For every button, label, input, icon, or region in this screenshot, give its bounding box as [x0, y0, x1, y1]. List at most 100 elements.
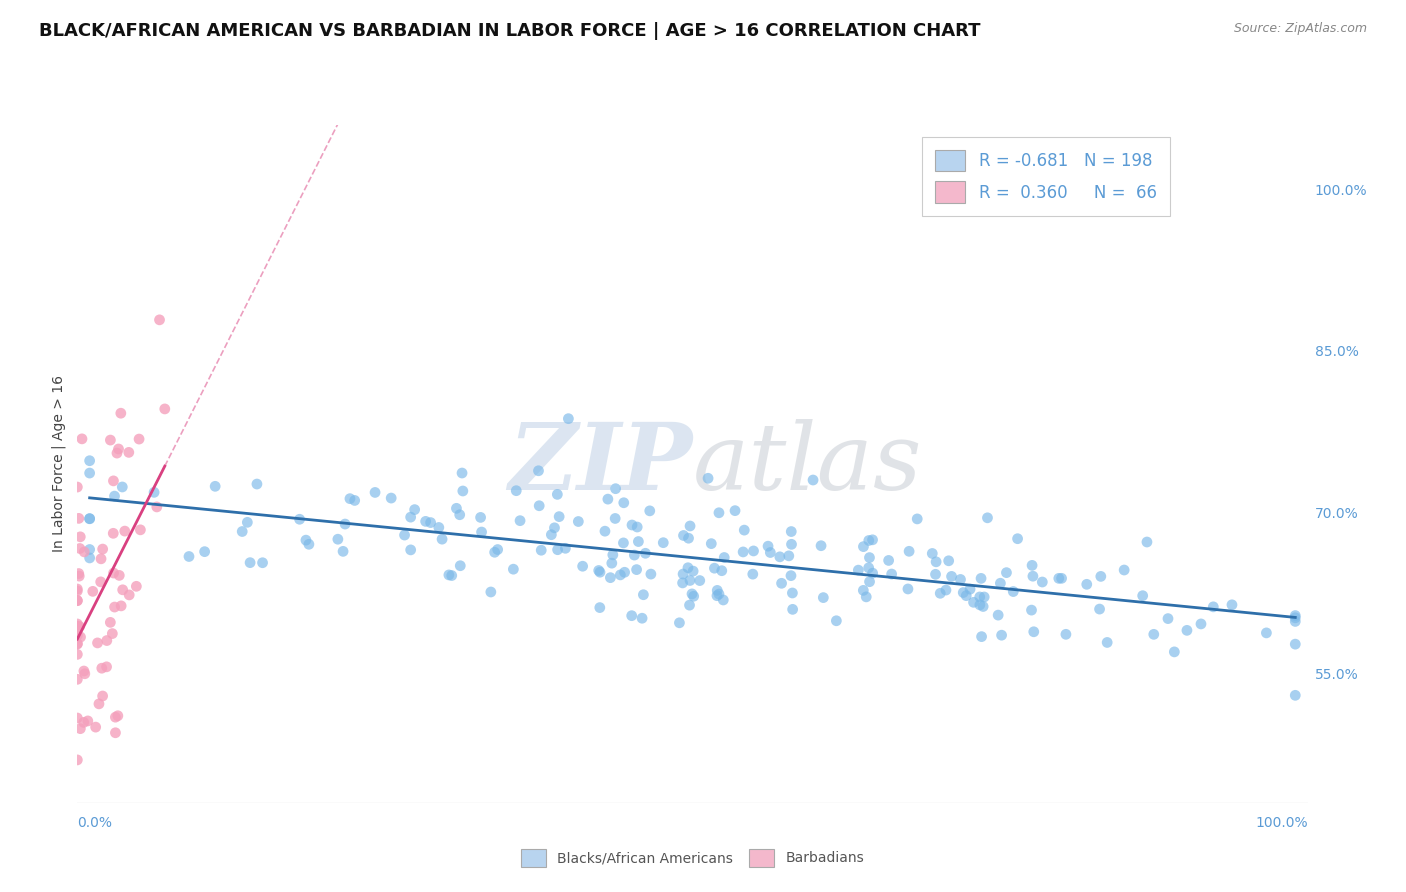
Point	[742, 544, 765, 558]
Point	[609, 567, 631, 582]
Point	[288, 512, 311, 526]
Point	[103, 474, 125, 488]
Point	[1132, 589, 1154, 603]
Point	[626, 563, 648, 577]
Point	[104, 710, 127, 724]
Point	[1284, 611, 1306, 625]
Point	[652, 535, 675, 549]
Point	[529, 499, 551, 513]
Point	[780, 524, 803, 539]
Point	[90, 551, 112, 566]
Text: 0.0%: 0.0%	[77, 816, 112, 830]
Point	[970, 571, 993, 585]
Point	[66, 584, 89, 599]
Point	[682, 564, 704, 578]
Point	[724, 503, 747, 517]
Point	[326, 533, 349, 547]
Point	[1076, 577, 1098, 591]
Point	[780, 568, 803, 582]
Point	[672, 528, 695, 542]
Point	[1163, 645, 1185, 659]
Point	[111, 480, 134, 494]
Point	[66, 617, 89, 632]
Point	[602, 548, 624, 562]
Point	[995, 566, 1018, 580]
Point	[905, 512, 928, 526]
Point	[1021, 603, 1043, 617]
Point	[626, 520, 648, 534]
Point	[1054, 627, 1077, 641]
Point	[938, 554, 960, 568]
Point	[599, 571, 621, 585]
Point	[446, 501, 468, 516]
Point	[679, 519, 702, 533]
Point	[1220, 598, 1243, 612]
Point	[110, 599, 132, 613]
Point	[972, 599, 994, 614]
Point	[66, 637, 89, 651]
Point	[621, 518, 644, 533]
Point	[73, 666, 96, 681]
Point	[782, 586, 804, 600]
Point	[1088, 602, 1111, 616]
Point	[605, 482, 627, 496]
Point	[540, 527, 562, 541]
Point	[846, 563, 869, 577]
Point	[596, 492, 619, 507]
Point	[672, 567, 695, 582]
Y-axis label: In Labor Force | Age > 16: In Labor Force | Age > 16	[52, 376, 66, 552]
Point	[678, 598, 700, 612]
Point	[69, 722, 91, 736]
Point	[451, 466, 474, 480]
Point	[898, 544, 921, 558]
Point	[589, 600, 612, 615]
Point	[339, 491, 361, 506]
Point	[801, 473, 824, 487]
Point	[759, 545, 782, 559]
Point	[103, 566, 125, 580]
Point	[394, 528, 416, 542]
Point	[239, 556, 262, 570]
Point	[110, 406, 132, 420]
Text: BLACK/AFRICAN AMERICAN VS BARBADIAN IN LABOR FORCE | AGE > 16 CORRELATION CHART: BLACK/AFRICAN AMERICAN VS BARBADIAN IN L…	[39, 22, 981, 40]
Point	[73, 545, 96, 559]
Point	[1284, 637, 1306, 651]
Point	[148, 313, 170, 327]
Point	[593, 524, 616, 539]
Point	[935, 583, 957, 598]
Point	[600, 556, 623, 570]
Point	[633, 588, 655, 602]
Point	[73, 715, 96, 730]
Point	[825, 614, 848, 628]
Point	[125, 579, 148, 593]
Point	[364, 485, 387, 500]
Point	[84, 720, 107, 734]
Point	[706, 589, 728, 603]
Point	[79, 453, 101, 467]
Point	[969, 598, 991, 612]
Point	[589, 565, 612, 579]
Point	[204, 479, 226, 493]
Point	[66, 480, 89, 494]
Point	[668, 615, 690, 630]
Point	[852, 540, 875, 554]
Text: 100.0%: 100.0%	[1256, 816, 1308, 830]
Point	[952, 585, 974, 599]
Point	[1284, 608, 1306, 623]
Point	[66, 673, 89, 687]
Point	[852, 583, 875, 598]
Point	[778, 549, 800, 563]
Point	[858, 561, 880, 575]
Point	[813, 591, 835, 605]
Point	[66, 711, 89, 725]
Point	[100, 433, 122, 447]
Point	[79, 542, 101, 557]
Point	[105, 446, 128, 460]
Point	[1021, 558, 1043, 573]
Point	[638, 504, 661, 518]
Point	[1031, 574, 1053, 589]
Point	[143, 485, 166, 500]
Point	[73, 664, 96, 678]
Point	[689, 574, 711, 588]
Point	[79, 466, 101, 480]
